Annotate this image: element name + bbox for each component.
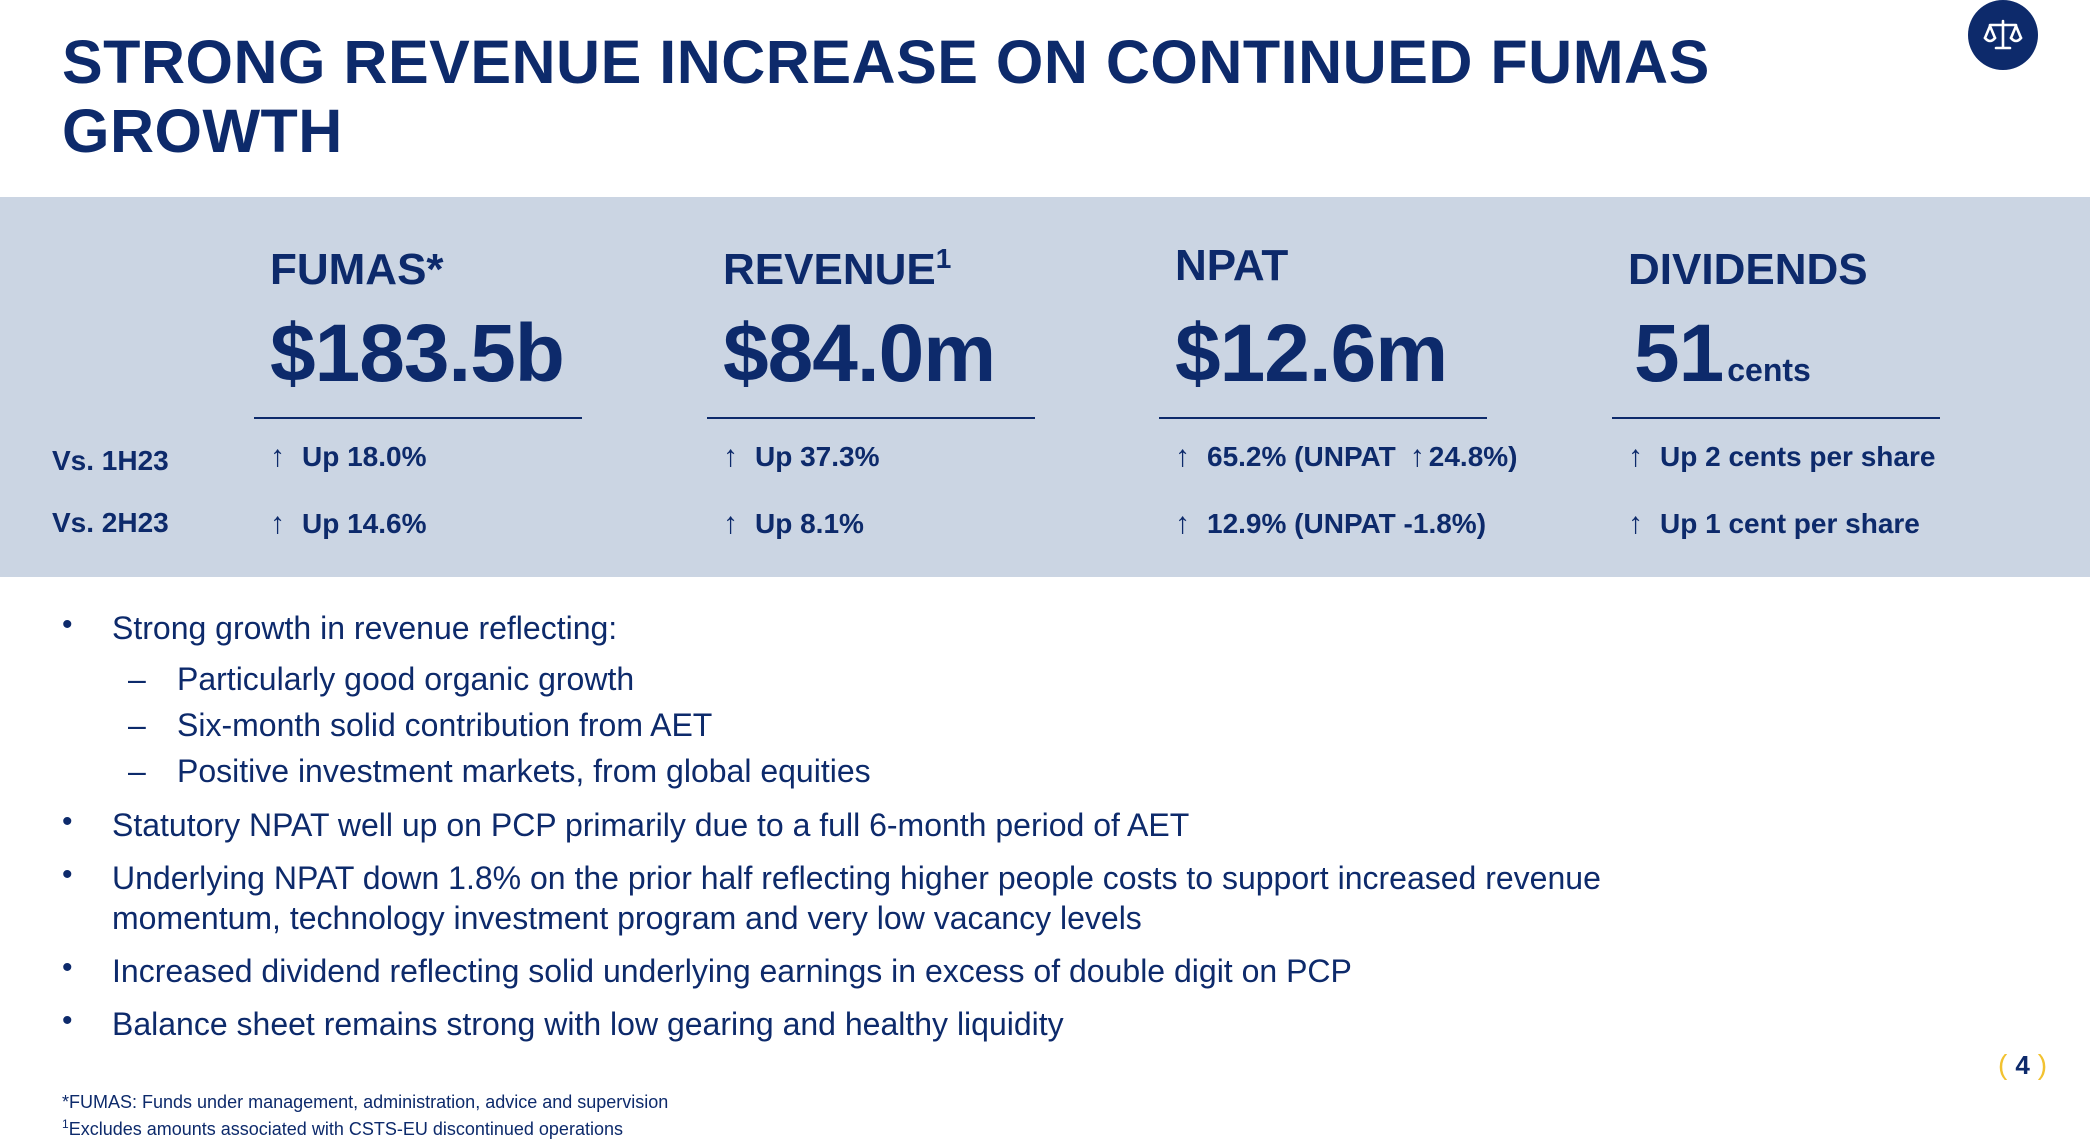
bullet-icon: • bbox=[62, 805, 73, 838]
comparison-1h23: ↑ 65.2% (UNPAT ↑ 24.8%) bbox=[1175, 440, 1518, 474]
dash-icon: – bbox=[128, 753, 146, 789]
divider bbox=[1159, 417, 1487, 419]
metric-label: DIVIDENDS bbox=[1628, 245, 1868, 294]
bracket-icon: ( bbox=[1998, 1049, 2008, 1080]
divider bbox=[1612, 417, 1940, 419]
footnote-marker: 1 bbox=[935, 243, 952, 274]
comparison-2h23: ↑ Up 8.1% bbox=[723, 507, 864, 541]
row-label-vs-2h23: Vs. 2H23 bbox=[52, 507, 169, 538]
arrow-up-icon: ↑ bbox=[723, 507, 738, 540]
comparison-text: Up 37.3% bbox=[755, 441, 880, 472]
comparison-1h23: ↑ Up 2 cents per share bbox=[1628, 440, 1935, 474]
comparison-text: Up 8.1% bbox=[755, 508, 864, 539]
comparison-1h23: ↑ Up 37.3% bbox=[723, 440, 880, 474]
footnote-revenue: 1Excludes amounts associated with CSTS-E… bbox=[62, 1117, 623, 1139]
comparison-2h23: ↑ Up 1 cent per share bbox=[1628, 507, 1920, 541]
bullet-icon: • bbox=[62, 1004, 73, 1037]
comparison-text: Up 14.6% bbox=[302, 508, 427, 539]
page-number: ( 4 ) bbox=[1998, 1049, 2048, 1080]
dash-icon: – bbox=[128, 661, 146, 697]
bullet-icon: • bbox=[62, 951, 73, 984]
metric-value: 51 cents bbox=[1634, 308, 1811, 399]
arrow-up-icon: ↑ bbox=[270, 440, 285, 473]
bullet-icon: • bbox=[62, 608, 73, 641]
divider bbox=[254, 417, 582, 419]
comparison-text: 65.2% (UNPAT bbox=[1207, 441, 1396, 472]
metrics-band: Vs. 1H23 Vs. 2H23 FUMAS* $183.5b ↑ Up 18… bbox=[0, 197, 2090, 577]
comparison-text: Up 1 cent per share bbox=[1660, 508, 1920, 539]
metric-label: REVENUE1 bbox=[723, 243, 952, 294]
arrow-up-icon: ↑ bbox=[1628, 507, 1643, 540]
comparison-text: Up 18.0% bbox=[302, 441, 427, 472]
arrow-up-icon: ↑ bbox=[1175, 507, 1190, 540]
page-title: STRONG REVENUE INCREASE ON CONTINUED FUM… bbox=[62, 28, 1710, 165]
bullet-icon: • bbox=[62, 858, 73, 891]
comparison-text: Up 2 cents per share bbox=[1660, 441, 1936, 472]
bracket-icon: ) bbox=[2037, 1049, 2048, 1080]
divider bbox=[707, 417, 1035, 419]
comparison-2h23: ↑ 12.9% (UNPAT -1.8%) bbox=[1175, 507, 1486, 541]
comparison-2h23: ↑ Up 14.6% bbox=[270, 507, 427, 541]
comparison-text: 12.9% (UNPAT -1.8%) bbox=[1207, 508, 1487, 539]
comparison-text: 24.8%) bbox=[1428, 441, 1518, 472]
arrow-up-icon: ↑ bbox=[1628, 440, 1643, 473]
footnote-fumas: *FUMAS: Funds under management, administ… bbox=[62, 1092, 669, 1112]
arrow-up-icon: ↑ bbox=[1409, 440, 1425, 473]
comparison-1h23: ↑ Up 18.0% bbox=[270, 440, 427, 474]
arrow-up-icon: ↑ bbox=[1175, 440, 1190, 473]
scales-of-justice-icon bbox=[1968, 0, 2038, 70]
metric-value: $12.6m bbox=[1175, 308, 1448, 399]
dash-icon: – bbox=[128, 707, 146, 743]
metric-unit: cents bbox=[1727, 352, 1811, 388]
metric-label: NPAT bbox=[1175, 241, 1289, 290]
arrow-up-icon: ↑ bbox=[270, 507, 285, 540]
metric-value: $84.0m bbox=[723, 308, 996, 399]
metric-value: $183.5b bbox=[270, 308, 565, 399]
footnotes: *FUMAS: Funds under management, administ… bbox=[62, 1091, 668, 1140]
metric-label: FUMAS* bbox=[270, 245, 444, 294]
arrow-up-icon: ↑ bbox=[723, 440, 738, 473]
row-label-vs-1h23: Vs. 1H23 bbox=[52, 445, 169, 476]
